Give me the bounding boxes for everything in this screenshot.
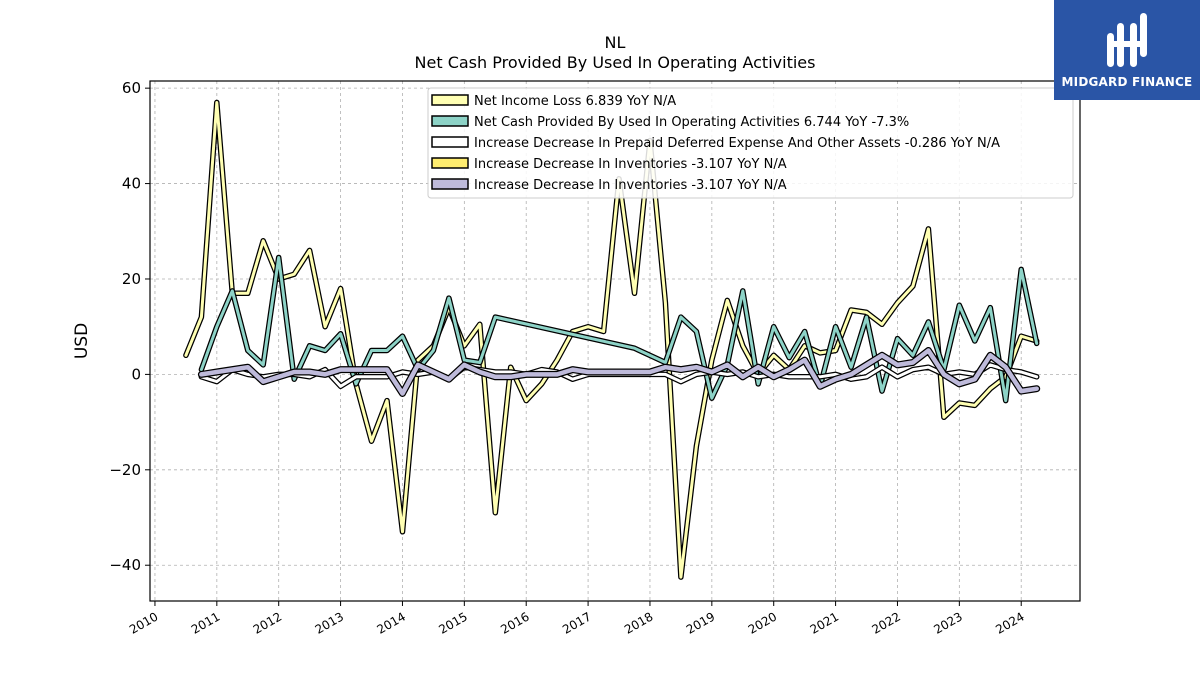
y-tick-label: 60 — [122, 79, 141, 97]
series-lines — [183, 99, 1041, 580]
legend-swatch — [431, 178, 469, 190]
series-2 — [198, 254, 1040, 404]
legend: Net Income Loss 6.839 YoY N/A Net Cash Pr… — [427, 87, 1074, 199]
chart-subtitle: Net Cash Provided By Used In Operating A… — [415, 53, 816, 72]
legend-swatch — [431, 157, 469, 169]
brand-logo: MIDGARD FINANCE — [1054, 0, 1200, 100]
series-1 — [183, 99, 1040, 580]
legend-label: Increase Decrease In Inventories -3.107 … — [474, 157, 787, 172]
brand-name: MIDGARD FINANCE — [1061, 75, 1193, 89]
legend-swatch — [431, 136, 469, 148]
y-axis-label: USD — [72, 323, 92, 359]
series-line — [199, 256, 1039, 403]
series-5 — [197, 347, 1041, 397]
series-line — [184, 101, 1039, 579]
y-tick-label: 40 — [122, 175, 141, 193]
legend-swatch — [431, 115, 469, 127]
midgard-logo-icon — [1107, 13, 1147, 67]
y-tick-label: 0 — [131, 365, 141, 383]
plot-frame — [149, 80, 1081, 602]
legend-box — [427, 87, 1074, 199]
series-line — [199, 348, 1039, 396]
y-tick-label: −40 — [109, 556, 141, 574]
chart-title: NL — [605, 33, 626, 52]
legend-label: Net Cash Provided By Used In Operating A… — [474, 115, 909, 130]
legend-label: Increase Decrease In Inventories -3.107 … — [474, 178, 787, 193]
y-tick-label: 20 — [122, 270, 141, 288]
legend-label: Increase Decrease In Prepaid Deferred Ex… — [474, 136, 1000, 151]
legend-label: Net Income Loss 6.839 YoY N/A — [474, 94, 676, 109]
legend-swatch — [431, 94, 469, 106]
y-tick-label: −20 — [109, 461, 141, 479]
